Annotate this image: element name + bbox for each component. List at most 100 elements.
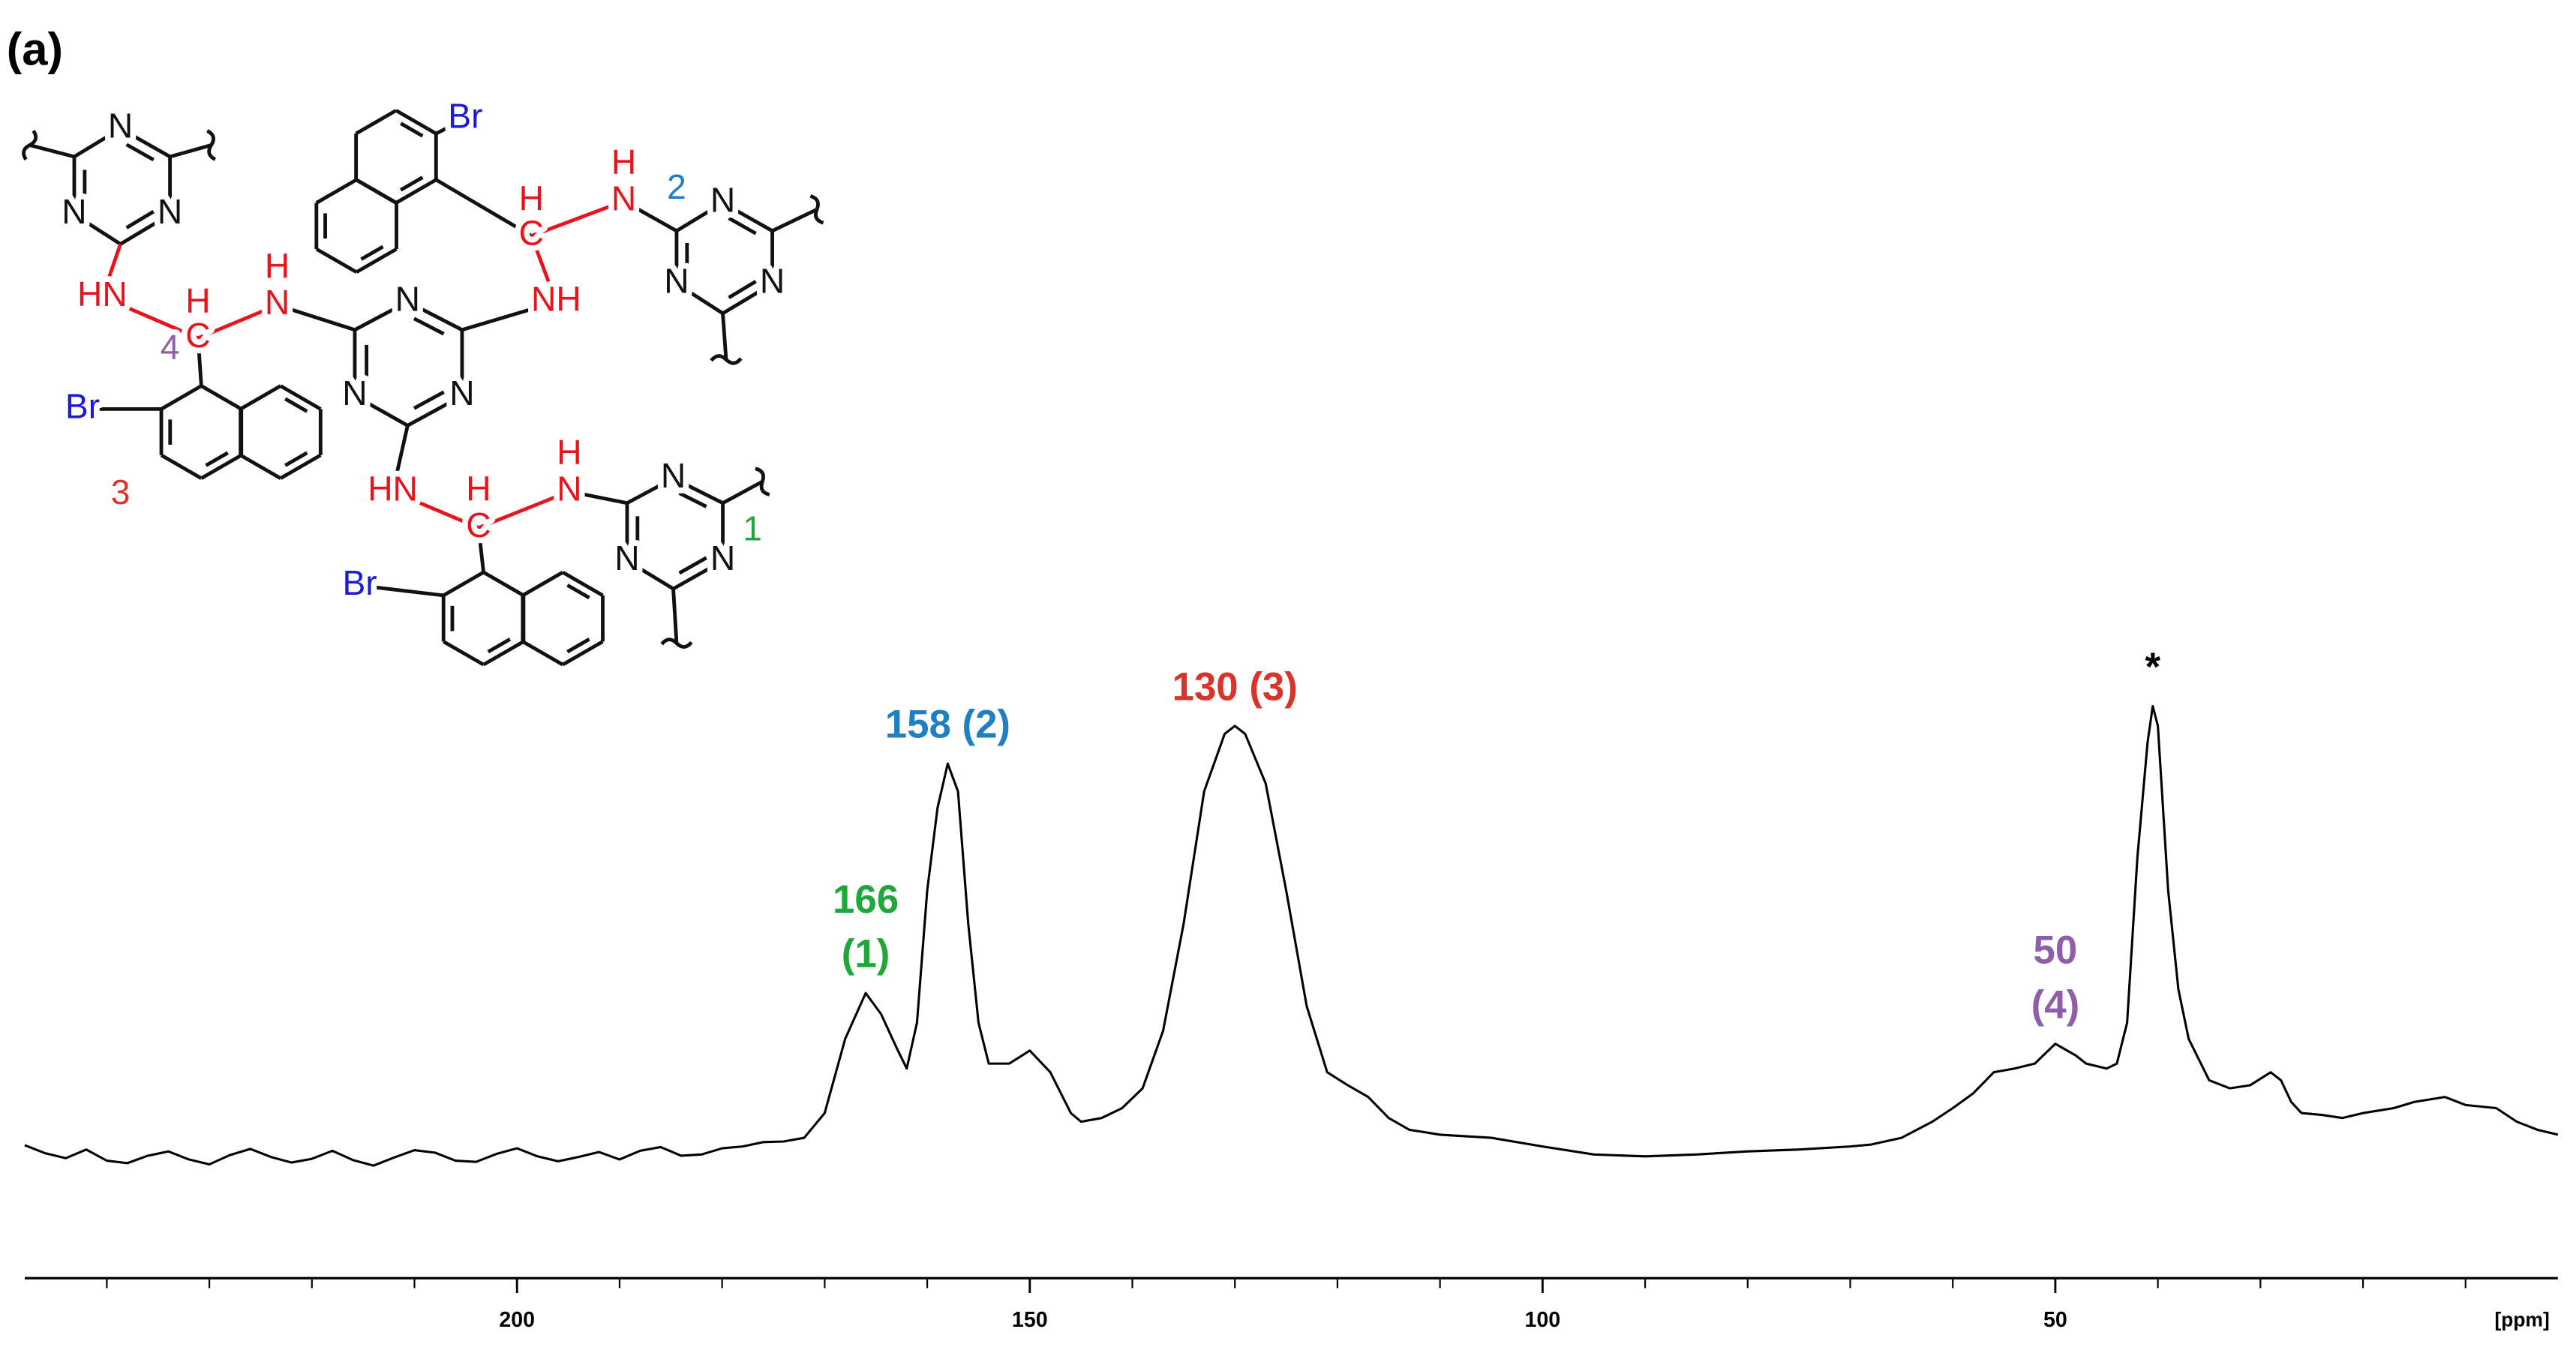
bond (626, 559, 674, 591)
peak-label: 158 (2) (885, 703, 1010, 747)
atom-label: C (466, 506, 491, 544)
wavy-bond (660, 638, 693, 649)
atom-label: H (265, 247, 290, 286)
bond (678, 491, 707, 508)
atom-label: C (185, 316, 210, 355)
atom-label: HN (77, 274, 128, 314)
bond (276, 303, 356, 332)
atom-label: N (710, 181, 735, 220)
bond (521, 570, 564, 597)
bond (413, 390, 445, 410)
atom-label: C (519, 214, 544, 253)
bond (197, 303, 278, 340)
wavy-bond (809, 194, 824, 225)
bond (200, 453, 242, 480)
x-tick-label: 150 (1012, 1308, 1048, 1332)
bond (487, 638, 512, 654)
bond (315, 178, 358, 205)
bond (315, 247, 358, 274)
bond (395, 178, 437, 205)
x-tick-label: 200 (499, 1308, 535, 1332)
atom-label: H (185, 281, 210, 320)
wavy-bond (206, 129, 217, 161)
peak-label: * (2145, 645, 2161, 689)
wavy-bond (22, 130, 38, 161)
bond (721, 313, 728, 360)
bond (671, 588, 679, 644)
bond (284, 451, 308, 467)
atom-label: H (466, 470, 491, 508)
bond (435, 178, 533, 238)
peak-label: 166 (833, 878, 899, 922)
bond (284, 397, 308, 413)
chart: 200 150 100 50 [ppm] 166 (1) 158 (2) 130 (3) 50 (4… (24, 645, 2559, 1332)
atom-label: N (661, 456, 686, 495)
bond (443, 640, 485, 667)
bond (728, 280, 757, 299)
atom-label: N (710, 538, 735, 578)
atom-label: N (342, 374, 367, 412)
bond (279, 453, 322, 480)
bond (355, 178, 398, 205)
atom-label: Br (65, 387, 100, 426)
bond (279, 384, 322, 411)
bond (530, 235, 558, 303)
atom-label: N (449, 374, 474, 412)
bond (239, 453, 282, 480)
bond (443, 570, 485, 597)
bond (169, 143, 212, 159)
atom-label: 1 (743, 508, 762, 548)
bond (566, 584, 590, 600)
wavy-bond (710, 354, 743, 365)
bond (160, 453, 203, 480)
atom-label: HN (368, 470, 418, 508)
atom-label: 2 (667, 167, 686, 206)
bond (413, 316, 445, 336)
bond (125, 210, 155, 230)
bond (205, 451, 229, 467)
peak-label: (1) (842, 932, 890, 976)
bond (355, 247, 398, 274)
bond (435, 117, 467, 136)
bond (521, 640, 564, 667)
bond (672, 559, 724, 591)
bond (476, 527, 485, 573)
atom-label: N (664, 261, 689, 300)
atom-label: 3 (111, 472, 131, 512)
bond (566, 638, 590, 654)
peak-label: 130 (3) (1172, 664, 1298, 709)
bond (353, 300, 409, 332)
bond (561, 570, 604, 597)
bond (722, 282, 773, 315)
atom-label: N (395, 280, 420, 319)
atom-label: N (158, 192, 182, 231)
x-axis-label: [ppm] (2495, 1308, 2550, 1330)
bond (530, 200, 625, 238)
bond (722, 201, 773, 232)
atom-label: N (62, 192, 86, 231)
bond (355, 109, 398, 136)
atom-label: N (265, 283, 290, 322)
bond (482, 640, 525, 667)
bond (200, 384, 242, 411)
bond (728, 216, 757, 236)
atom-label: 4 (161, 327, 180, 366)
peak-label: (4) (2031, 982, 2080, 1027)
bond (461, 300, 557, 332)
x-tick-label: 50 (2043, 1308, 2067, 1332)
spectrum-line (24, 704, 2559, 1167)
atom-label: Br (342, 563, 377, 602)
bond (239, 384, 282, 411)
bond (29, 143, 75, 159)
bond (119, 127, 171, 159)
bond (626, 476, 674, 505)
bond (675, 201, 724, 232)
bond (73, 127, 122, 158)
bond (672, 476, 724, 505)
bond (73, 212, 122, 246)
bond (119, 212, 171, 246)
structure-bonds (22, 109, 824, 667)
atom-label: H (519, 178, 544, 218)
